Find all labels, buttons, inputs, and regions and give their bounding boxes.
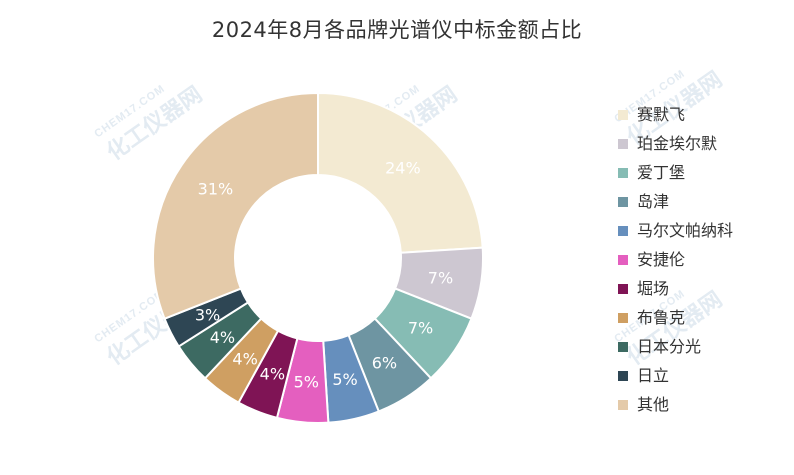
legend-swatch	[618, 167, 628, 178]
legend-item[interactable]: 其他	[618, 390, 733, 419]
legend-label: 爱丁堡	[637, 162, 686, 182]
chart-legend: 赛默飞珀金埃尔默爱丁堡岛津马尔文帕纳科 安捷伦堀场布鲁克日本分光日立其他	[618, 100, 733, 419]
legend-label: 日立	[637, 365, 670, 385]
legend-label: 布鲁克	[637, 307, 686, 327]
legend-label: 岛津	[637, 191, 670, 211]
legend-label: 珀金埃尔默	[637, 133, 718, 153]
legend-label: 堀场	[637, 278, 670, 298]
slice-label: 5%	[332, 370, 357, 389]
legend-item[interactable]: 爱丁堡	[618, 158, 733, 187]
legend-item[interactable]: 日本分光	[618, 332, 733, 361]
slice-label: 6%	[372, 354, 397, 373]
legend-item[interactable]: 珀金埃尔默	[618, 129, 733, 158]
legend-swatch	[618, 109, 628, 120]
legend-swatch	[618, 196, 628, 207]
legend-item[interactable]: 日立	[618, 361, 733, 390]
legend-swatch	[618, 138, 628, 149]
legend-swatch	[618, 341, 628, 352]
legend-swatch	[618, 225, 628, 236]
slice-label: 4%	[232, 349, 257, 368]
legend-swatch	[618, 370, 628, 381]
slice-label: 3%	[195, 305, 220, 324]
slice-label: 31%	[198, 179, 234, 198]
slice-label: 7%	[408, 319, 433, 338]
legend-item[interactable]: 布鲁克	[618, 303, 733, 332]
legend-swatch	[618, 254, 628, 265]
chart-title: 2024年8月各品牌光谱仪中标金额占比	[211, 18, 583, 42]
legend-swatch	[618, 312, 628, 323]
slice-label: 4%	[260, 364, 285, 383]
legend-item[interactable]: 马尔文帕纳科	[618, 216, 733, 245]
legend-item[interactable]: 堀场	[618, 274, 733, 303]
legend-label: 赛默飞	[637, 104, 686, 124]
legend-label: 其他	[637, 394, 670, 414]
legend-item[interactable]: 赛默飞	[618, 100, 733, 129]
legend-label: 日本分光	[637, 336, 702, 356]
legend-swatch	[618, 283, 628, 294]
legend-swatch	[618, 399, 628, 410]
legend-item[interactable]: 安捷伦	[618, 245, 733, 274]
pie-slice[interactable]	[152, 91, 319, 321]
slice-label: 24%	[385, 159, 421, 178]
slice-label: 7%	[428, 268, 453, 287]
legend-label: 马尔文帕纳科	[637, 220, 734, 240]
legend-label: 安捷伦	[637, 249, 686, 269]
legend-item[interactable]: 岛津	[618, 187, 733, 216]
pie-slice[interactable]	[317, 91, 484, 254]
slice-label: 5%	[294, 372, 319, 391]
slice-label: 4%	[210, 328, 235, 347]
